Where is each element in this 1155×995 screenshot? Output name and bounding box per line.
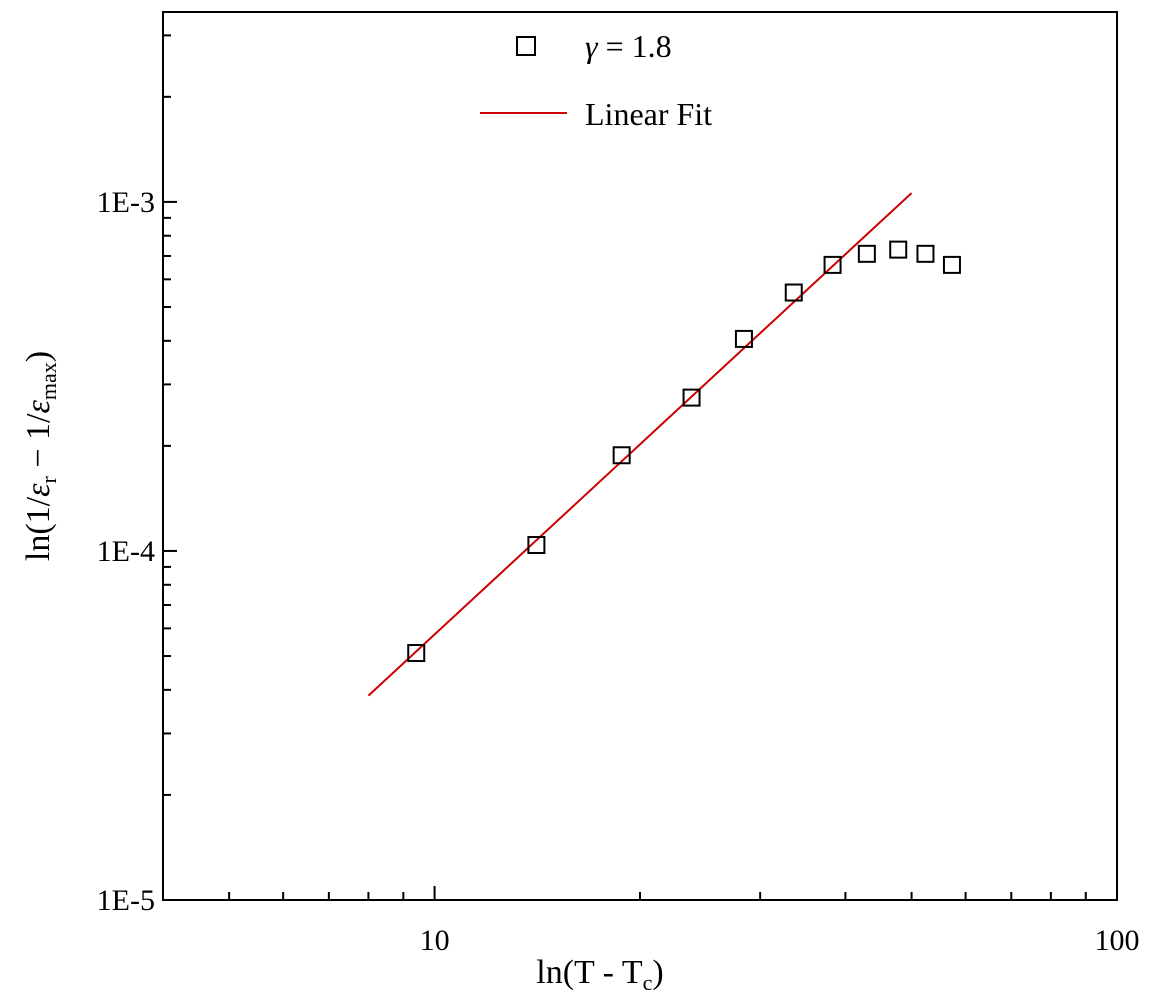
legend-marker-square (516, 36, 536, 56)
y-axis-label-sub2: max (36, 362, 61, 400)
legend: γ = 1.8 Linear Fit (480, 28, 712, 132)
x-axis-label-suffix: ) (652, 954, 663, 991)
linear-fit-layer (367, 192, 913, 697)
x-axis-label-prefix: ln(T - T (536, 954, 643, 991)
data-point (857, 244, 876, 263)
data-point (682, 388, 701, 407)
x-tick-label: 10 (420, 924, 450, 957)
x-axis-label: ln(T - Tc) (536, 954, 664, 995)
data-point (916, 244, 935, 263)
y-axis-label: ln(1/εr − 1/εmax) (20, 351, 61, 561)
data-point (527, 536, 546, 555)
x-axis-ticks: 10 100 (162, 886, 1140, 957)
y-axis-label-p1: ln(1/ (20, 496, 57, 561)
plot-frame (162, 11, 1118, 901)
data-point (784, 283, 803, 302)
y-axis-label-p2: − 1/ (20, 413, 57, 476)
y-tick-label: 1E-4 (97, 535, 155, 568)
y-axis-ticks: 1E-5 1E-4 1E-3 (97, 34, 177, 917)
data-point (734, 329, 753, 348)
x-tick-label: 100 (1095, 924, 1140, 957)
data-point (889, 240, 908, 259)
y-tick-label: 1E-5 (97, 884, 155, 917)
y-axis-label-sub1: r (36, 475, 61, 483)
legend-label-fit: Linear Fit (585, 96, 712, 132)
legend-gamma-symbol: γ (585, 28, 599, 64)
y-axis-label-eps1: ε (20, 483, 57, 497)
data-point (823, 255, 842, 274)
data-point (612, 446, 631, 465)
y-axis-label-eps2: ε (20, 400, 57, 414)
data-point (942, 255, 961, 274)
legend-label-gamma: γ = 1.8 (585, 28, 672, 64)
y-tick-label: 1E-3 (97, 186, 155, 219)
y-axis-label-p3: ) (20, 351, 57, 362)
x-axis-label-sub: c (643, 970, 653, 995)
linear-fit-line (367, 192, 913, 697)
legend-gamma-value: = 1.8 (598, 28, 672, 64)
data-point (407, 644, 426, 663)
data-points (407, 240, 961, 663)
